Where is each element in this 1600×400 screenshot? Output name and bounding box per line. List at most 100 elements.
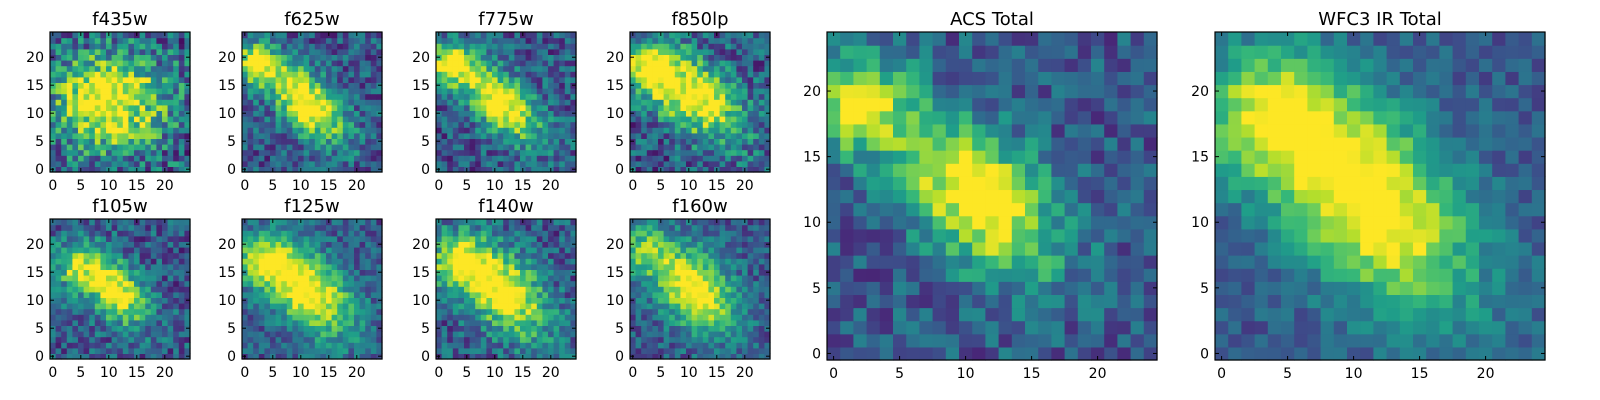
heatmap-cell xyxy=(663,93,670,100)
heatmap-cell xyxy=(150,132,157,139)
heatmap-cell xyxy=(331,160,338,167)
heatmap-cell xyxy=(139,48,146,55)
heatmap-cell xyxy=(747,99,754,106)
heatmap-cell xyxy=(275,235,282,242)
heatmap-cell xyxy=(686,138,693,145)
heatmap-cell xyxy=(736,71,743,78)
heatmap-cell xyxy=(497,65,504,72)
heatmap-cell xyxy=(719,71,726,78)
heatmap-cell xyxy=(486,132,493,139)
heatmap-cell xyxy=(370,43,377,50)
heatmap-cell xyxy=(553,331,560,338)
heatmap-cell xyxy=(452,241,459,248)
heatmap-cell xyxy=(708,308,715,315)
heatmap-cell xyxy=(72,224,79,231)
x-tick-label: 15 xyxy=(320,365,338,381)
heatmap-cell xyxy=(542,297,549,304)
heatmap-cell xyxy=(514,132,521,139)
heatmap-cell xyxy=(253,303,260,310)
heatmap-cell xyxy=(50,60,57,67)
heatmap-cell xyxy=(492,331,499,338)
heatmap-cell xyxy=(736,149,743,156)
heatmap-cell xyxy=(376,219,383,226)
heatmap-cell xyxy=(100,258,107,265)
heatmap-cell xyxy=(320,93,327,100)
heatmap-cell xyxy=(298,37,305,44)
heatmap-cell xyxy=(145,32,152,39)
heatmap-cell xyxy=(55,60,62,67)
heatmap-cell xyxy=(348,37,355,44)
heatmap-cell xyxy=(270,54,277,61)
heatmap-cell xyxy=(150,138,157,145)
heatmap-cell xyxy=(134,308,141,315)
heatmap-cell xyxy=(669,336,676,343)
heatmap-cell xyxy=(66,104,73,111)
heatmap-cell xyxy=(247,144,254,151)
heatmap-cell xyxy=(89,93,96,100)
heatmap-cell xyxy=(686,331,693,338)
heatmap-cell xyxy=(635,291,642,298)
heatmap-cell xyxy=(89,235,96,242)
heatmap-cell xyxy=(564,269,571,276)
heatmap-cell xyxy=(111,252,118,259)
heatmap-cell xyxy=(258,230,265,237)
heatmap-cell xyxy=(747,48,754,55)
heatmap-cell xyxy=(337,280,344,287)
heatmap-cell xyxy=(275,48,282,55)
heatmap-cell xyxy=(691,116,698,123)
heatmap-cell xyxy=(55,37,62,44)
heatmap-cell xyxy=(303,286,310,293)
heatmap-cell xyxy=(178,235,185,242)
heatmap-cell xyxy=(630,104,637,111)
heatmap-cell xyxy=(314,252,321,259)
heatmap-cell xyxy=(275,275,282,282)
heatmap-cell xyxy=(652,347,659,354)
heatmap-cell xyxy=(184,127,191,134)
heatmap-cell xyxy=(641,160,648,167)
heatmap-cell xyxy=(106,275,113,282)
heatmap-cell xyxy=(359,258,366,265)
heatmap-cell xyxy=(708,93,715,100)
heatmap-cell xyxy=(646,37,653,44)
heatmap-cell xyxy=(106,37,113,44)
heatmap-cell xyxy=(100,235,107,242)
heatmap-cell xyxy=(747,93,754,100)
heatmap-cell xyxy=(122,160,129,167)
heatmap-cell xyxy=(708,325,715,332)
heatmap-cell xyxy=(145,127,152,134)
heatmap-cell xyxy=(342,32,349,39)
heatmap-cell xyxy=(314,319,321,326)
heatmap-cell xyxy=(89,65,96,72)
heatmap-cell xyxy=(464,99,471,106)
heatmap-cell xyxy=(503,88,510,95)
heatmap-cell xyxy=(270,116,277,123)
heatmap-cell xyxy=(697,127,704,134)
heatmap-cell xyxy=(78,93,85,100)
heatmap-cell xyxy=(128,48,135,55)
x-tick-label: 0 xyxy=(628,178,637,194)
heatmap-cell xyxy=(61,160,68,167)
heatmap-cell xyxy=(167,37,174,44)
heatmap-cell xyxy=(436,93,443,100)
heatmap-cell xyxy=(697,65,704,72)
heatmap-cell xyxy=(145,252,152,259)
heatmap-cell xyxy=(764,149,771,156)
heatmap-cell xyxy=(83,110,90,117)
heatmap-cell xyxy=(652,110,659,117)
heatmap-cell xyxy=(652,82,659,89)
heatmap-cell xyxy=(139,54,146,61)
heatmap-cell xyxy=(331,342,338,349)
heatmap-cell xyxy=(452,297,459,304)
heatmap-cell xyxy=(359,160,366,167)
heatmap-cell xyxy=(178,297,185,304)
heatmap-cell xyxy=(531,65,538,72)
heatmap-cell xyxy=(436,308,443,315)
heatmap-cell xyxy=(658,65,665,72)
heatmap-cell xyxy=(298,347,305,354)
heatmap-cell xyxy=(469,347,476,354)
heatmap-cell xyxy=(106,48,113,55)
heatmap-cell xyxy=(669,303,676,310)
heatmap-cell xyxy=(337,230,344,237)
heatmap-cell xyxy=(702,121,709,128)
heatmap-cell xyxy=(162,291,169,298)
